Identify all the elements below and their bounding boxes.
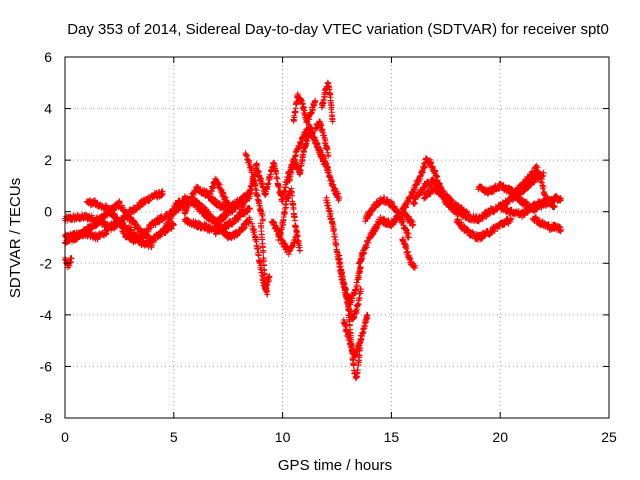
x-tick-label: 25 [601,429,617,445]
x-tick-label: 5 [170,429,178,445]
chart-title: Day 353 of 2014, Sidereal Day-to-day VTE… [67,21,609,38]
y-tick-label: -4 [40,307,53,323]
x-axis-label: GPS time / hours [278,457,392,474]
y-tick-label: 6 [44,49,52,65]
y-axis-label: SDTVAR / TECUs [7,178,24,298]
x-tick-label: 20 [492,429,508,445]
axis-ticks [64,56,610,419]
y-tick-label: -8 [40,410,53,426]
x-tick-label: 10 [275,429,291,445]
x-tick-labels: 0 5 10 15 20 25 [61,429,617,445]
x-tick-label: 0 [61,429,69,445]
y-tick-label: -2 [40,255,53,271]
y-tick-labels: -8 -6 -4 -2 0 2 4 6 [40,49,53,426]
y-tick-label: 0 [44,204,52,220]
y-tick-label: 2 [44,152,52,168]
data-points [62,79,565,382]
x-tick-label: 15 [384,429,400,445]
y-tick-label: 4 [44,101,52,117]
series-points [62,79,565,382]
plot-frame [64,56,610,419]
y-tick-label: -6 [40,358,53,374]
